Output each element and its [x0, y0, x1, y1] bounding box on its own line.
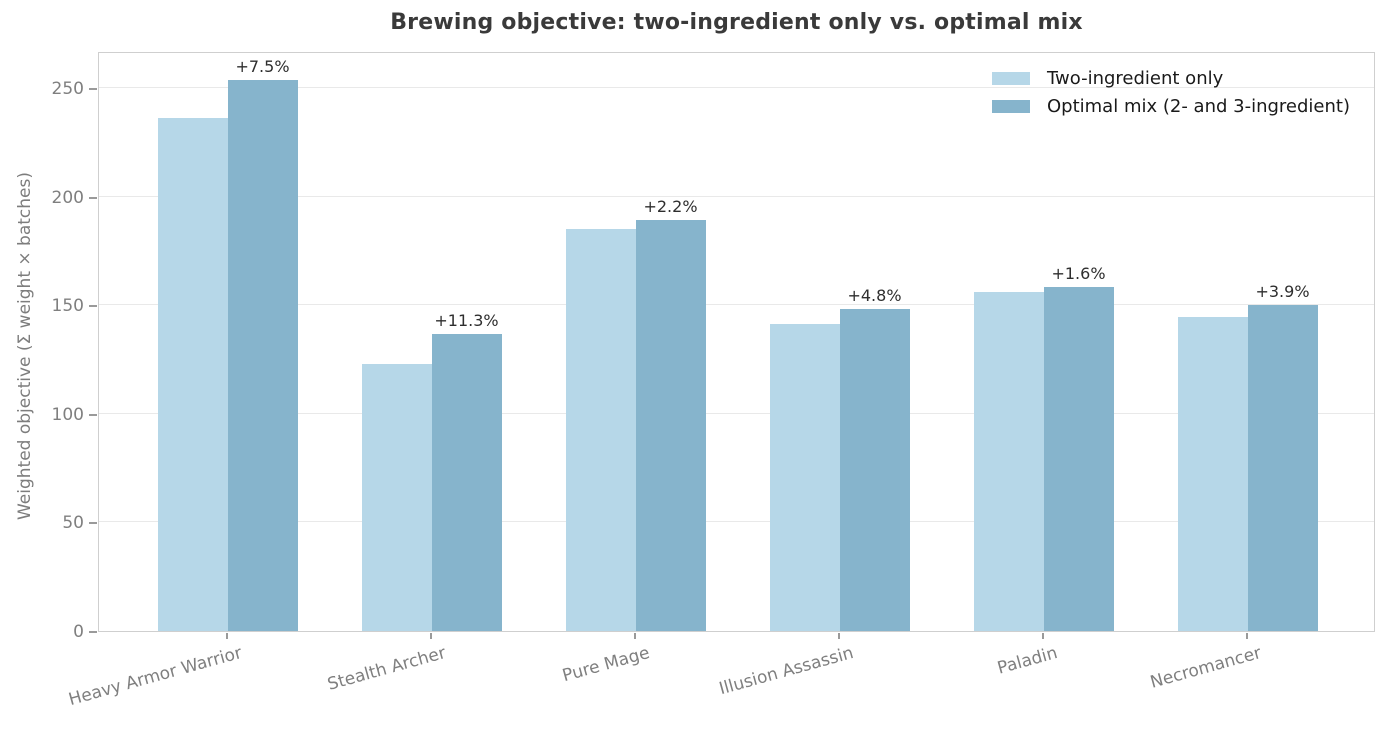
y-tick-label: 250: [51, 78, 84, 99]
legend-label-two-ingredient: Two-ingredient only: [1047, 67, 1224, 89]
bar-two-ingredient-only: [1177, 317, 1248, 631]
legend: Two-ingredient only Optimal mix (2- and …: [992, 66, 1350, 122]
gridline: [99, 86, 1374, 88]
gridline: [99, 521, 1374, 523]
x-category-label: Illusion Assassin: [717, 643, 856, 700]
y-tick-mark: [89, 413, 97, 416]
legend-swatch-optimal-mix: [992, 99, 1030, 113]
bar-two-ingredient-only: [769, 323, 840, 631]
plot-area: +7.5% +11.3% +2.2% +4.8% +1.6% +3.9%: [98, 52, 1375, 632]
legend-entry-optimal-mix: Optimal mix (2- and 3-ingredient): [992, 94, 1350, 118]
x-tick-mark: [429, 633, 432, 639]
y-tick-mark: [89, 305, 97, 308]
bar-annotation: +2.2%: [643, 197, 698, 217]
gridline: [99, 304, 1374, 306]
y-tick-label: 50: [62, 513, 84, 534]
y-tick-label: 200: [51, 187, 84, 208]
bar-annotation: +7.5%: [235, 56, 290, 76]
y-tick-label: 100: [51, 404, 84, 425]
x-tick-mark: [225, 633, 228, 639]
x-tick-mark: [837, 633, 840, 639]
y-tick-mark: [89, 522, 97, 525]
x-tick-mark: [1245, 633, 1248, 639]
bar-optimal-mix: [227, 79, 298, 631]
x-category-label: Necromancer: [1148, 643, 1264, 693]
bar-two-ingredient-only: [361, 363, 432, 631]
gridline: [99, 195, 1374, 197]
bar-optimal-mix: [839, 308, 910, 631]
bar-annotation: +3.9%: [1255, 281, 1310, 301]
x-category-label: Stealth Archer: [325, 643, 448, 695]
legend-label-optimal-mix: Optimal mix (2- and 3-ingredient): [1047, 95, 1350, 117]
bar-two-ingredient-only: [565, 229, 636, 631]
x-tick-mark: [633, 633, 636, 639]
bar-two-ingredient-only: [973, 292, 1044, 631]
chart-title: Brewing objective: two-ingredient only v…: [390, 10, 1083, 35]
bar-optimal-mix: [1043, 286, 1114, 631]
y-axis-label: Weighted objective (Σ weight × batches): [15, 172, 35, 521]
bar-annotation: +4.8%: [847, 285, 902, 305]
gridline: [99, 412, 1374, 414]
x-tick-mark: [1041, 633, 1044, 639]
bar-optimal-mix: [431, 333, 502, 631]
x-category-label: Pure Mage: [560, 643, 652, 687]
legend-entry-two-ingredient: Two-ingredient only: [992, 66, 1350, 90]
bar-two-ingredient-only: [157, 118, 228, 631]
bar-optimal-mix: [635, 220, 706, 631]
y-tick-mark: [89, 87, 97, 90]
legend-swatch-two-ingredient: [992, 71, 1030, 85]
x-category-label: Heavy Armor Warrior: [66, 643, 244, 711]
y-tick-label: 0: [73, 622, 84, 642]
y-tick-label: 150: [51, 296, 84, 317]
y-tick-mark: [89, 196, 97, 199]
y-tick-mark: [89, 631, 97, 633]
bar-annotation: +11.3%: [434, 310, 499, 330]
x-category-label: Paladin: [995, 643, 1060, 679]
bar-optimal-mix: [1247, 304, 1318, 631]
bar-annotation: +1.6%: [1051, 263, 1106, 283]
